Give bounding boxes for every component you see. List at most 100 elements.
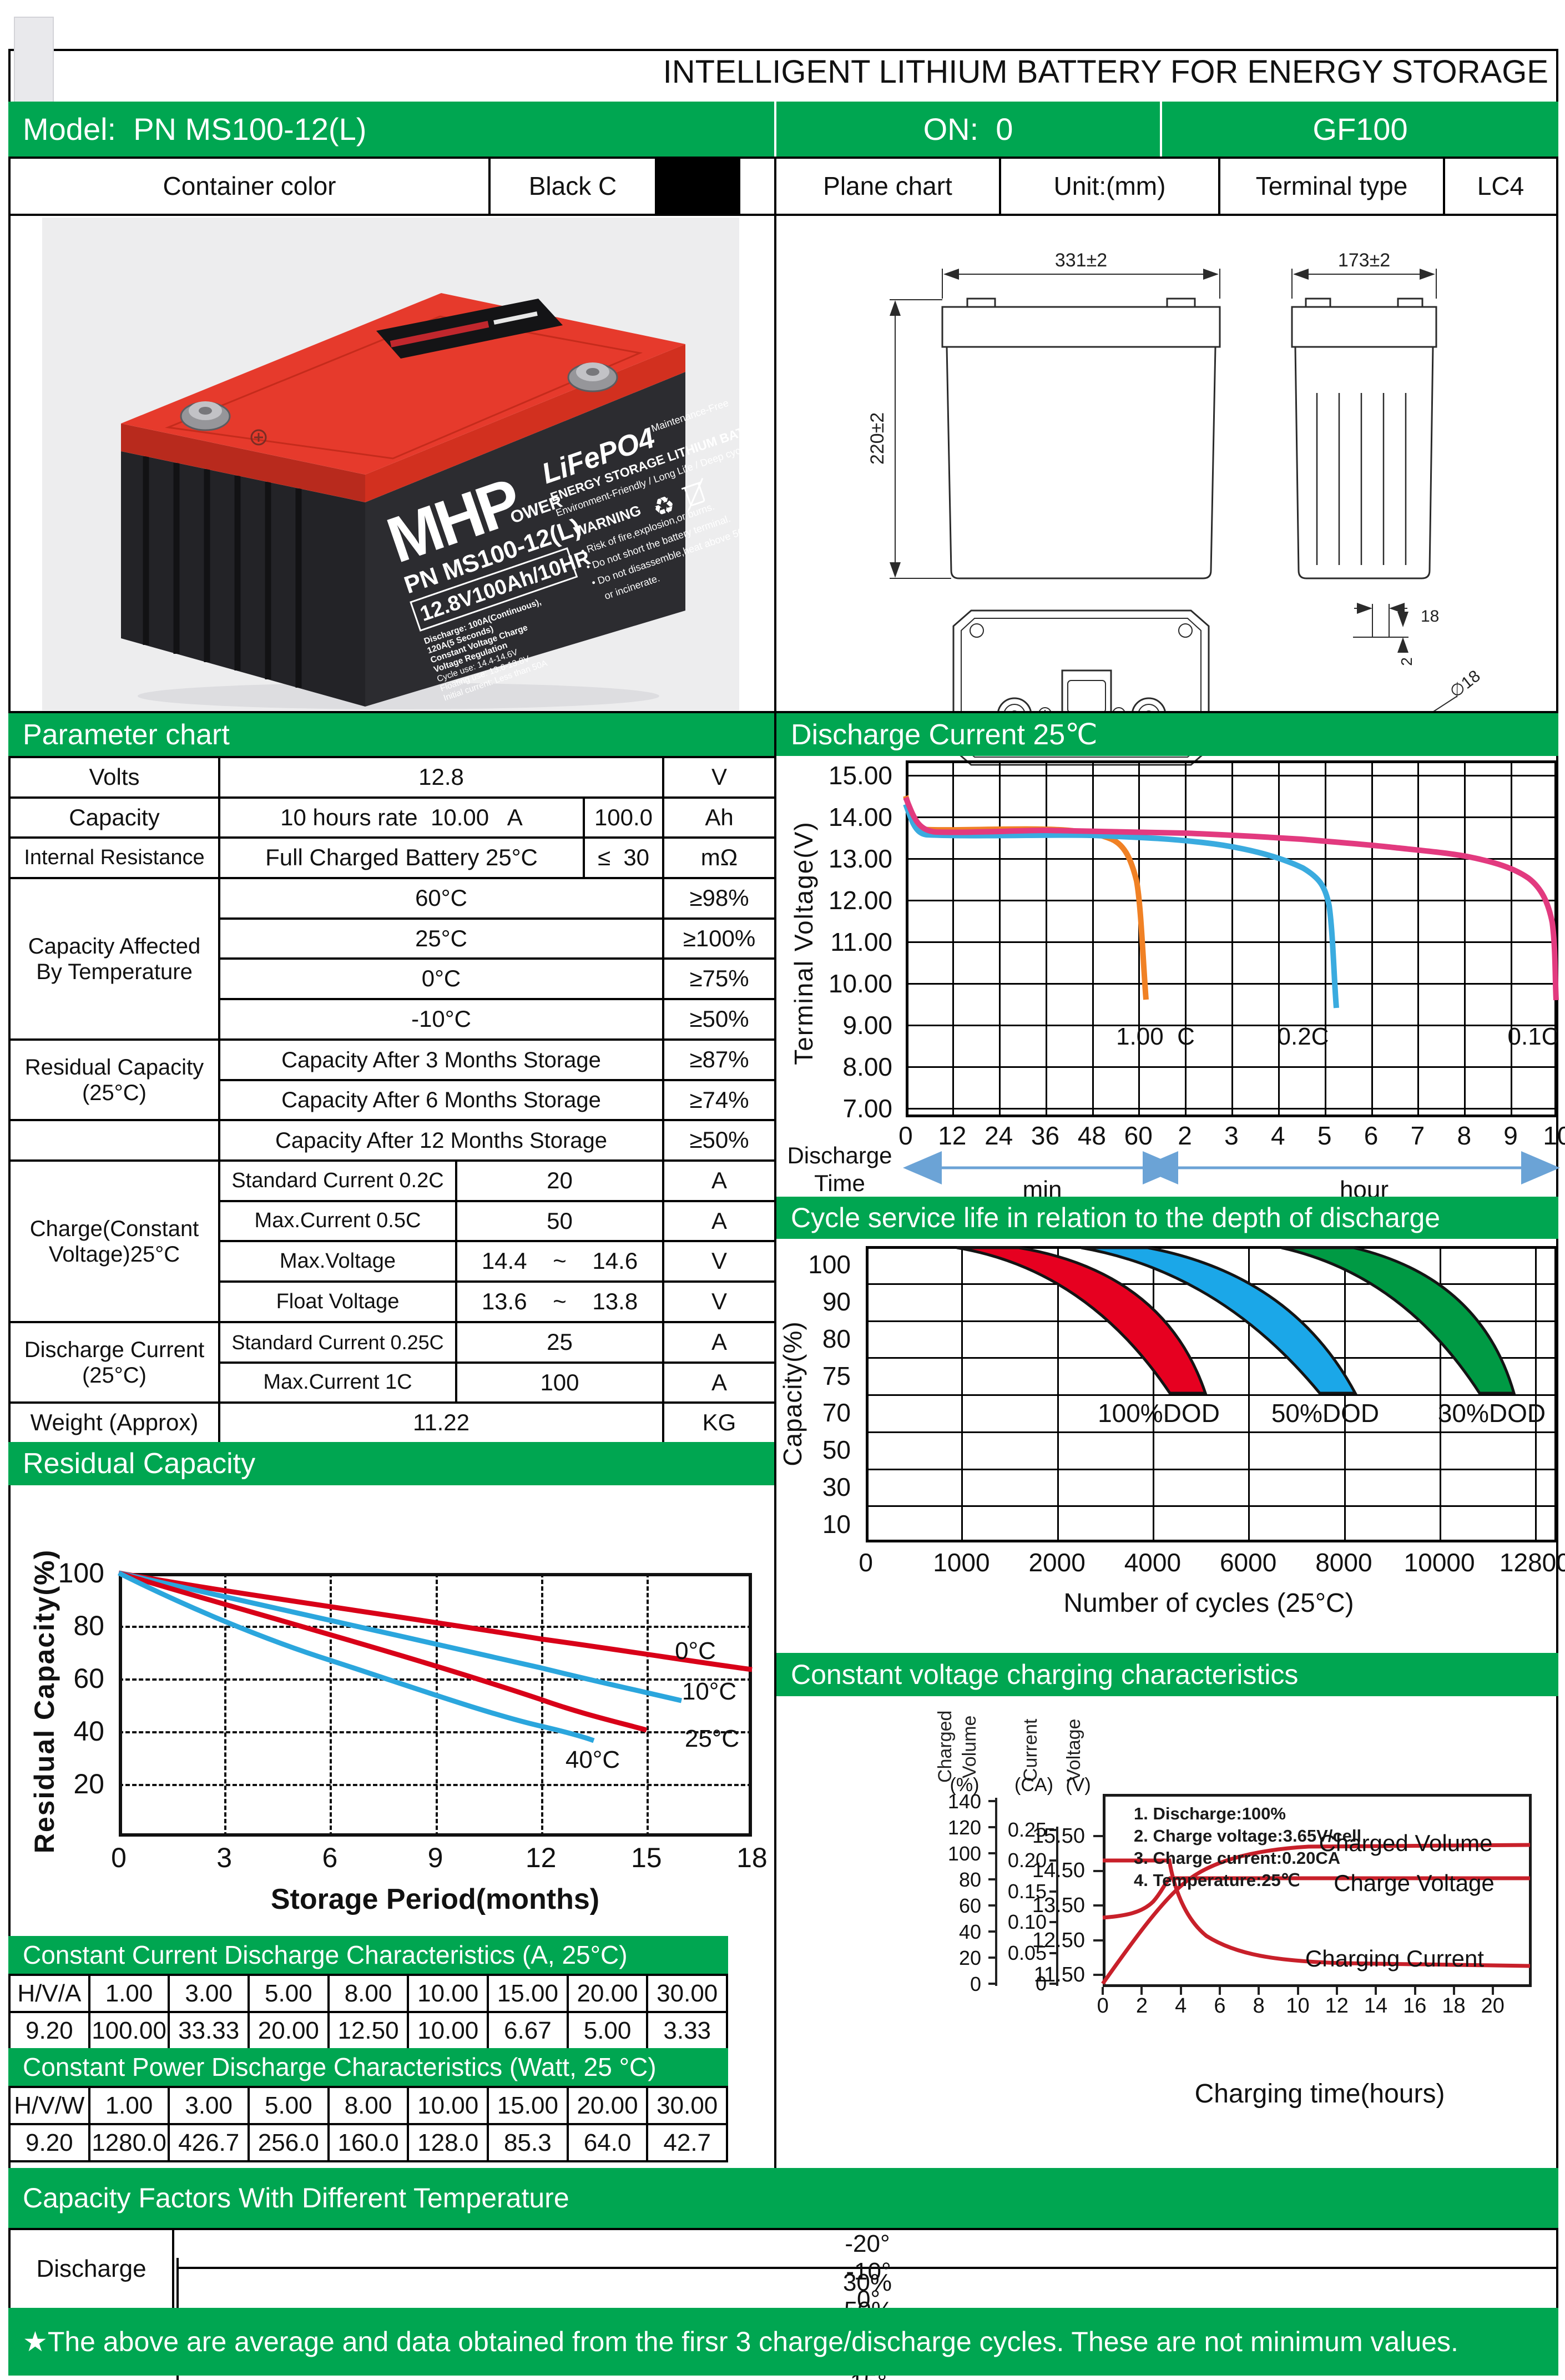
x-tick-label: 8000 — [1315, 1548, 1372, 1577]
param-cell: 0°C — [218, 957, 664, 1000]
curve-charge-voltage — [1102, 1876, 1530, 1920]
pct-tick-label: 120 — [947, 1816, 981, 1839]
x-axis-title: Number of cycles (25°C) — [1063, 1588, 1354, 1618]
x-tick-label: 0 — [859, 1548, 873, 1577]
param-cell: Weight (Approx) — [8, 1401, 220, 1444]
gridline-dashed — [224, 1573, 226, 1837]
gridline — [1092, 760, 1094, 1117]
gridline — [1185, 760, 1187, 1117]
footer-note: ★The above are average and data obtained… — [23, 2326, 1458, 2357]
series-label-01c: 0.1C — [1507, 1023, 1559, 1050]
x-tick-label: 14 — [1364, 1994, 1388, 2018]
x-tick-label: 2 — [1135, 1994, 1148, 2018]
pct-tick-label: 100 — [947, 1842, 981, 1865]
cp-header-cell: H/V/W — [14, 2091, 85, 2119]
ca-axis-labels: 0.25 0.20 0.15 0.10 0.05 0 — [1002, 1814, 1052, 1999]
page-title: INTELLIGENT LITHIUM BATTERY FOR ENERGY S… — [663, 54, 1548, 90]
lid-skirt-left — [121, 423, 365, 502]
cc-value-cell: 100.00 — [88, 2013, 168, 2048]
cp-header-row: H/V/W 1.00 3.00 5.00 8.00 10.00 15.00 20.00 30.0… — [11, 2088, 726, 2123]
x-tick-label: 18 — [736, 1842, 768, 1873]
gridline — [1511, 760, 1512, 1117]
axis-title-volume: Volume — [959, 1715, 980, 1778]
ca-tick-label: 0.15 — [1007, 1879, 1047, 1903]
y-tick-label: 7.00 — [842, 1093, 892, 1123]
label-charged-volume: Charged Volume — [1319, 1830, 1493, 1856]
label-line: Discharge Current — [24, 1337, 205, 1362]
battery-lid — [121, 293, 685, 475]
dim-width: 331±2 — [1055, 250, 1107, 271]
param-cell: Standard Current 0.25C — [218, 1321, 457, 1364]
x-tick-label: 3 — [1224, 1121, 1239, 1150]
cp-header-cell: 30.00 — [646, 2088, 726, 2123]
cc-header-row: H/V/A 1.00 3.00 5.00 8.00 10.00 15.00 20.00 30.0… — [11, 1976, 726, 2011]
y-tick-label: 60 — [73, 1662, 104, 1694]
param-cell: 50 — [455, 1200, 664, 1242]
y-tick-label: 50 — [822, 1435, 851, 1465]
v-tick-label: 12.50 — [1032, 1928, 1085, 1952]
unit-label: Unit:(mm) — [999, 157, 1220, 216]
gridline — [866, 1357, 1557, 1359]
curve-1c — [903, 795, 1149, 1000]
param-cell: 25°C — [218, 917, 664, 960]
x-tick-label: 6 — [322, 1842, 338, 1873]
gridline-dashed — [119, 1784, 752, 1786]
cc-header-cell: 30.00 — [646, 1976, 726, 2011]
x-tick-label: 20 — [1481, 1994, 1505, 2018]
gridline-dashed — [330, 1573, 332, 1837]
cc-value-cell: 5.00 — [566, 2013, 647, 2048]
param-cell: 10 hours rate 10.00 A — [218, 796, 585, 839]
gridline-dashed — [647, 1573, 649, 1837]
gridline-dashed — [541, 1573, 543, 1837]
v-tick-label: 14.50 — [1032, 1859, 1085, 1883]
series-label-40c: 40°C — [565, 1746, 620, 1773]
dod-label-30: 30%DOD — [1437, 1399, 1546, 1428]
battery-photo: MHP OWER LiFePO4 Maintenance-Free ENERGY… — [10, 215, 778, 713]
ca-tick-label: 0.10 — [1007, 1910, 1047, 1934]
v-tick-label: 13.50 — [1032, 1893, 1085, 1917]
section-title: Constant voltage charging characteristic… — [791, 1659, 1299, 1690]
x-tick-label: 4 — [1271, 1121, 1285, 1150]
x-tick-label: 6 — [1214, 1994, 1226, 2018]
y-axis-labels: 100 80 60 40 20 — [43, 1546, 110, 1810]
no-trash-icon — [681, 477, 705, 512]
gridline-dashed — [119, 1731, 752, 1733]
cc-value-cell: 33.33 — [168, 2013, 248, 2048]
code-gf100: GF100 — [1312, 112, 1408, 147]
cc-value-cell: 12.50 — [327, 2013, 407, 2048]
terminal-type-value: LC4 — [1443, 157, 1558, 216]
curve-0c — [118, 1570, 753, 1672]
x-tick-label: 48 — [1077, 1121, 1106, 1150]
axis-title-voltage: Voltage — [1063, 1718, 1084, 1782]
y-tick-label: 15.00 — [828, 760, 892, 790]
band-100dod — [956, 1246, 1208, 1395]
param-cell: 20 — [455, 1159, 664, 1202]
gridline — [1464, 760, 1466, 1117]
dimension-lines — [890, 269, 1458, 750]
x-axis-labels: 0 12 24 36 48 60 2 3 4 5 6 7 8 9 10 — [882, 1121, 1565, 1150]
discharge-time-label: Discharge Time — [779, 1139, 901, 1200]
divider — [1160, 102, 1162, 157]
gridline — [1440, 1246, 1441, 1542]
param-cell: 25 — [455, 1321, 664, 1364]
gridline — [1057, 1246, 1059, 1542]
param-cell: Capacity Affected By Temperature — [8, 877, 220, 1041]
gridline — [866, 1320, 1557, 1322]
sticker-white-bar — [493, 311, 538, 325]
section-title: Residual Capacity — [23, 1448, 256, 1480]
charging-curves — [1101, 1843, 1531, 1985]
y-tick-label: 13.00 — [828, 844, 892, 873]
cp-value-row: 9.20 1280.0 426.7 256.0 160.0 128.0 85.3 64.0 42… — [11, 2123, 726, 2160]
cc-value-row: 9.20 100.00 33.33 20.00 12.50 10.00 6.67 5.00 3.… — [11, 2011, 726, 2048]
battery-illustration: MHP OWER LiFePO4 Maintenance-Free ENERGY… — [42, 218, 778, 710]
param-cell: Internal Resistance — [8, 836, 220, 879]
gridline — [866, 1505, 1557, 1507]
note-line: 1. Discharge:100% — [1134, 1804, 1286, 1823]
param-cell: 13.6 ~ 13.8 — [455, 1280, 664, 1323]
y-axis-labels: 15.00 14.00 13.00 12.00 11.00 10.00 9.00 8.00 7.… — [815, 754, 898, 1129]
cp-table: H/V/W 1.00 3.00 5.00 8.00 10.00 15.00 20.00 30.0… — [8, 2086, 728, 2162]
section-cycle: Cycle service life in relation to the de… — [776, 1197, 1558, 1239]
series-label-02c: 0.2C — [1277, 1023, 1329, 1050]
axis-title-charged: Charged — [935, 1710, 956, 1783]
